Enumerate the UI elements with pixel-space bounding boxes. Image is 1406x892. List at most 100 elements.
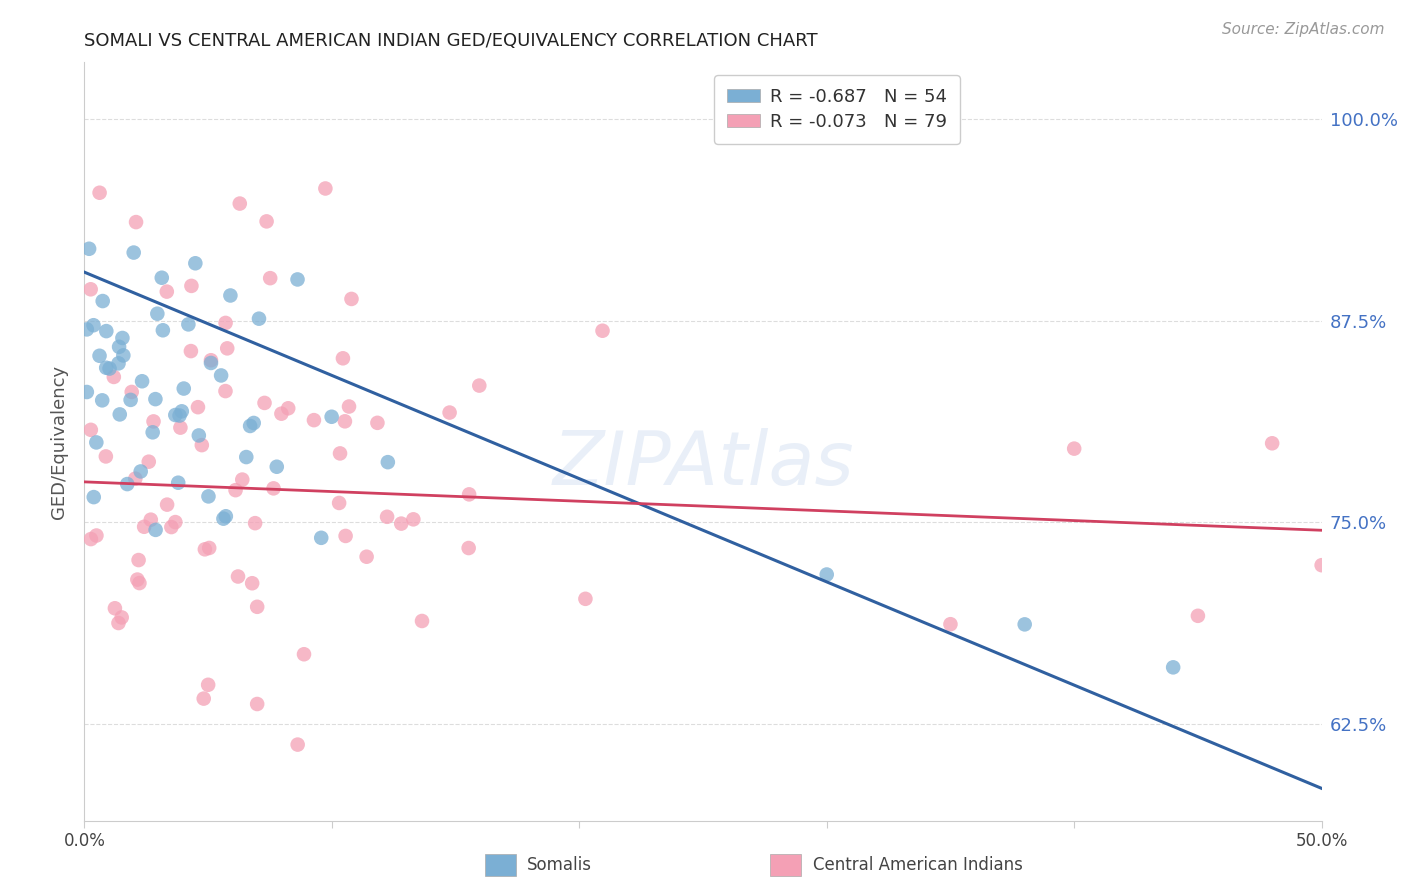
Point [98, 361, 121, 376]
Point [215, 509, 238, 524]
Point [145, 523, 167, 537]
Point [121, 384, 143, 399]
Point [1014, 617, 1036, 632]
Text: SOMALI VS CENTRAL AMERICAN INDIAN GED/EQUIVALENCY CORRELATION CHART: SOMALI VS CENTRAL AMERICAN INDIAN GED/EQ… [84, 32, 818, 50]
Point [333, 414, 356, 428]
Point [366, 416, 388, 430]
Point [180, 344, 202, 359]
Point [266, 459, 288, 474]
Point [80, 423, 103, 437]
Point [200, 353, 222, 368]
Point [377, 455, 399, 469]
Point [122, 245, 145, 260]
Point [117, 477, 139, 491]
Point [411, 614, 433, 628]
Point [169, 409, 191, 423]
Point [180, 278, 202, 293]
Point [145, 392, 167, 406]
Point [214, 316, 236, 330]
Point [160, 520, 183, 534]
Point [246, 697, 269, 711]
Point [458, 487, 481, 501]
Point [328, 496, 350, 510]
Point [77, 242, 100, 256]
Point [209, 368, 232, 383]
Point [142, 425, 165, 440]
Point [138, 455, 160, 469]
Point [191, 438, 214, 452]
Point [125, 215, 148, 229]
Point [165, 515, 187, 529]
Point [287, 272, 309, 286]
Point [139, 513, 162, 527]
Point [128, 576, 150, 591]
Point [375, 509, 398, 524]
Point [112, 348, 135, 362]
Y-axis label: GED/Equivalency: GED/Equivalency [51, 365, 69, 518]
Point [229, 196, 252, 211]
Point [292, 647, 315, 661]
Point [200, 356, 222, 370]
Point [89, 186, 111, 200]
Text: ZIPAtlas: ZIPAtlas [553, 428, 853, 500]
Point [76, 384, 98, 399]
Point [127, 573, 149, 587]
Point [242, 416, 264, 430]
Point [111, 610, 134, 624]
Point [309, 531, 332, 545]
Point [107, 615, 129, 630]
Point [76, 322, 98, 336]
Point [194, 542, 217, 557]
Point [169, 420, 191, 434]
Point [80, 532, 103, 546]
Point [259, 271, 281, 285]
Point [214, 384, 236, 398]
Point [321, 409, 343, 424]
Point [1161, 660, 1184, 674]
Point [574, 591, 596, 606]
Point [356, 549, 378, 564]
Point [253, 396, 276, 410]
Point [247, 311, 270, 326]
Point [104, 601, 127, 615]
Point [277, 401, 299, 416]
Point [80, 282, 103, 296]
Point [177, 318, 200, 332]
Point [332, 351, 354, 366]
Point [170, 404, 193, 418]
Text: Somalis: Somalis [527, 855, 592, 874]
Point [314, 181, 336, 195]
Point [439, 406, 461, 420]
Point [226, 569, 249, 583]
Point [815, 567, 838, 582]
Point [86, 528, 108, 542]
Point [108, 340, 131, 354]
Point [1063, 442, 1085, 456]
Point [389, 516, 412, 531]
Point [197, 490, 219, 504]
Point [94, 450, 117, 464]
Point [287, 738, 309, 752]
Point [329, 446, 352, 460]
Point [335, 529, 357, 543]
Point [111, 331, 134, 345]
Point [217, 342, 239, 356]
Point [302, 413, 325, 427]
Point [150, 270, 173, 285]
Point [340, 292, 363, 306]
Point [246, 599, 269, 614]
Point [167, 475, 190, 490]
Point [187, 400, 209, 414]
Point [457, 541, 479, 555]
Point [256, 214, 278, 228]
Point [96, 360, 118, 375]
Point [1310, 558, 1333, 573]
Point [83, 318, 105, 333]
Point [197, 678, 219, 692]
Point [165, 408, 187, 422]
Point [402, 512, 425, 526]
Point [142, 414, 165, 428]
Point [124, 472, 146, 486]
Point [468, 378, 491, 392]
Point [184, 256, 207, 270]
